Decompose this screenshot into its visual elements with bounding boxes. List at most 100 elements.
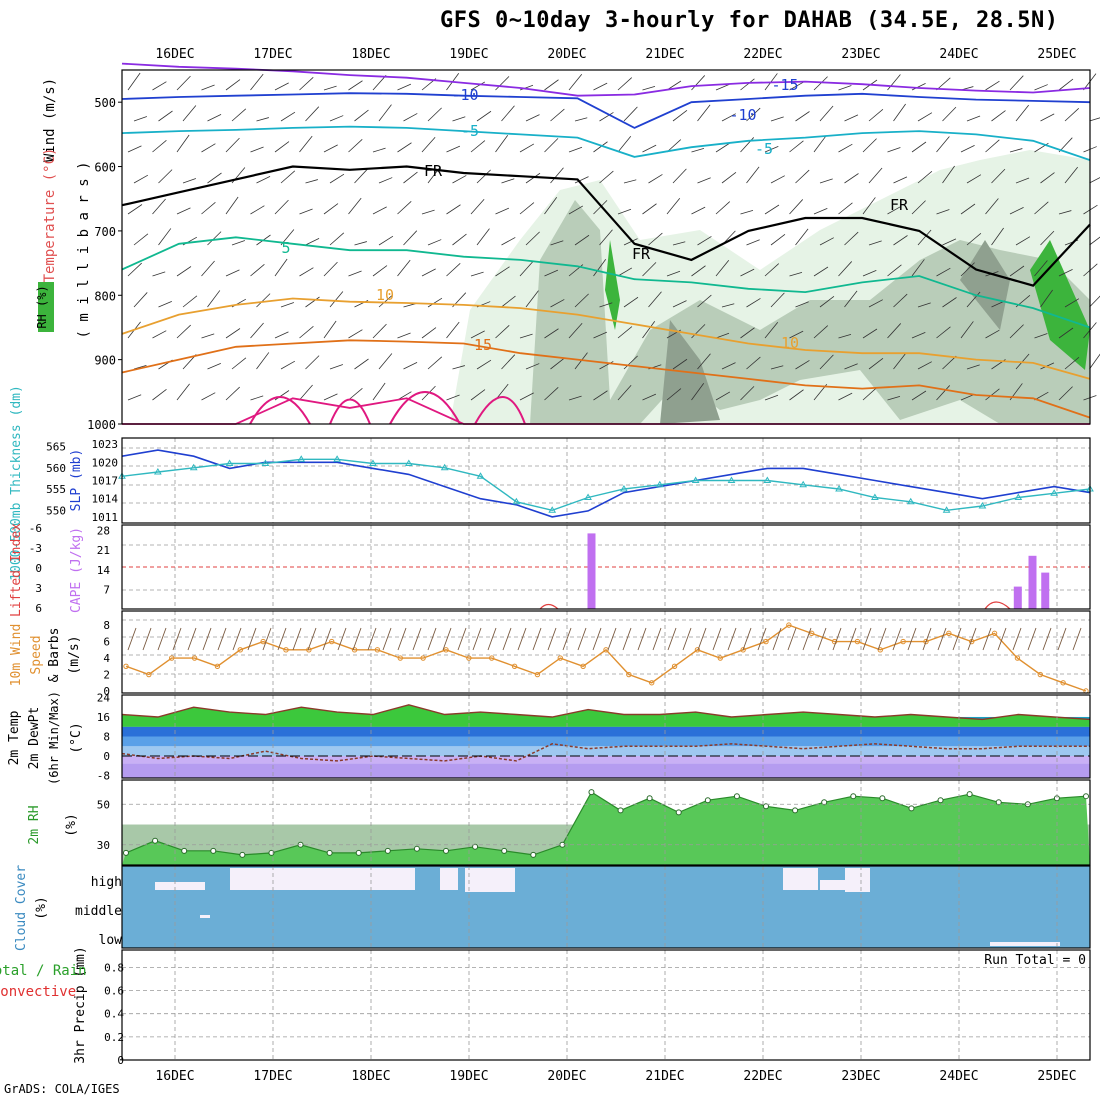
surface-wind-barb (352, 627, 362, 651)
surface-wind-barb (997, 627, 1007, 651)
contour-label: FR (632, 245, 651, 263)
wind-barb (397, 332, 411, 339)
wind-barb (691, 206, 706, 215)
thickness-marker (369, 459, 377, 466)
wind-barb (329, 291, 344, 308)
wind-barb (599, 302, 613, 308)
wind-barb (525, 363, 540, 370)
wind-barb (813, 325, 829, 339)
wind-barb (354, 168, 369, 184)
wind-speed-marker (763, 638, 769, 645)
rh2m-marker (733, 793, 740, 800)
wind-speed-marker (420, 655, 426, 661)
wind-barb (1089, 353, 1100, 370)
wind-barb (152, 81, 167, 91)
wind-barb (917, 229, 932, 246)
wind-barb (764, 263, 780, 277)
wind-barb (838, 143, 853, 153)
wind-tick-label: 0 (103, 685, 110, 698)
cloud-cover-block (465, 868, 515, 892)
wind-speed-marker (649, 680, 655, 686)
temperature-band (122, 746, 1090, 757)
wind-barb (207, 231, 222, 246)
wind-barb (568, 205, 584, 215)
wind-speed-marker (900, 638, 906, 645)
thickness-marker (942, 506, 951, 513)
precip-tick-label: 0.6 (104, 985, 124, 998)
wind-barb (544, 387, 559, 401)
rh-shade-area (960, 240, 1010, 330)
slp-panel-frame (121, 437, 1091, 524)
temperature-contour (121, 62, 1091, 97)
surface-wind-barb (382, 627, 392, 651)
precip-tick-label: 0.4 (104, 1008, 124, 1021)
thickness-marker (763, 476, 772, 483)
wind-barb (746, 298, 761, 308)
precip-axis-label: 3hr Precip (mm) (73, 946, 88, 1063)
wind-barb (127, 204, 143, 215)
wind-barb (887, 264, 902, 277)
wind-barb (789, 389, 804, 401)
thickness-marker (225, 459, 234, 466)
wind-barb (544, 138, 559, 153)
temperature-contour (121, 297, 1091, 380)
top-x-tick-label: 21DEC (645, 47, 684, 62)
cloud-cover-block (440, 868, 458, 890)
thickness-marker (476, 472, 485, 479)
wind-speed-marker (374, 647, 381, 653)
wind-barb (519, 202, 535, 215)
wind-barb (133, 292, 148, 308)
wind-barb (329, 173, 345, 184)
wind-barb (274, 141, 290, 153)
cape-bar (1041, 572, 1050, 609)
wind-barb (305, 106, 320, 122)
wind-barb (501, 237, 516, 246)
wind-barb (966, 364, 980, 370)
wind-barb (715, 142, 731, 153)
wind-barb (985, 198, 999, 215)
wind-barb (862, 138, 877, 153)
wind-barb (617, 136, 632, 153)
wind-barb (274, 258, 288, 277)
wind-barb (1089, 295, 1100, 308)
wind-barb (819, 105, 834, 122)
wind-barb (519, 84, 534, 91)
surface-wind-barb (697, 627, 707, 651)
wind-barb (721, 362, 736, 370)
thickness-marker (691, 476, 700, 483)
surface-wind-barb (157, 627, 167, 651)
wind-barb (868, 357, 884, 370)
thickness-marker (727, 476, 736, 483)
wind-barb (207, 362, 221, 370)
wind-barb (372, 323, 387, 339)
wind-barb (568, 146, 583, 153)
rh2m-marker (617, 807, 624, 814)
cloud-cover-block (230, 868, 415, 890)
wind-barb (887, 323, 902, 339)
wind-barb (201, 333, 215, 339)
wind-barb (666, 270, 681, 277)
wind-barb (495, 134, 509, 153)
wind-barb (1058, 327, 1074, 339)
surface-wind-barb (682, 627, 692, 651)
wind-barb (746, 356, 761, 370)
wind-barb (789, 140, 804, 153)
top-x-tick-label: 22DEC (743, 47, 782, 62)
wind-barb (936, 267, 951, 277)
wind-barb (795, 169, 810, 184)
surface-wind-barb (757, 627, 767, 651)
wind-barb (991, 110, 1006, 122)
wind-barb (887, 147, 901, 153)
wind-barb (421, 268, 436, 277)
surface-wind-barb (487, 627, 497, 651)
temperature-contour (121, 92, 1091, 129)
temp-axis-label-2: 2m DewPt (27, 707, 42, 770)
wind-barb (372, 382, 386, 401)
wind-barb (568, 322, 583, 339)
top-x-tick-label: 24DEC (939, 47, 978, 62)
mb-tick-label: 500 (94, 96, 116, 110)
li-tick-label: 0 (35, 562, 42, 575)
temperature-band (122, 736, 1090, 747)
top-x-tick-label: 23DEC (841, 47, 880, 62)
wind-barb (176, 207, 191, 215)
